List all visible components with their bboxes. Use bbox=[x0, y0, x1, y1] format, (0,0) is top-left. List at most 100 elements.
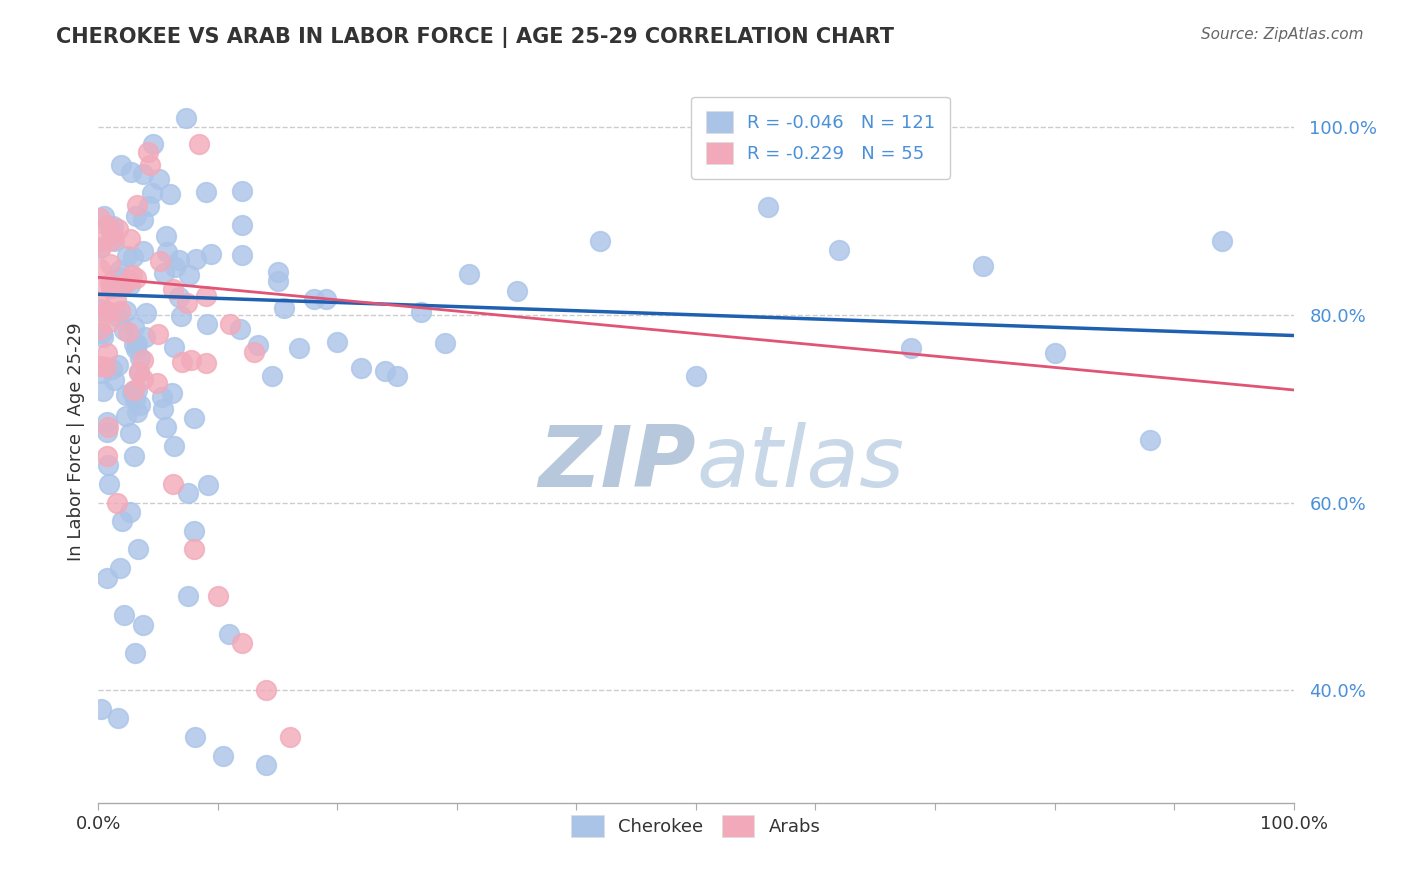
Point bbox=[115, 304, 138, 318]
Point bbox=[98, 277, 121, 291]
Point bbox=[89, 211, 111, 226]
Point bbox=[114, 323, 136, 337]
Point bbox=[108, 561, 131, 575]
Point bbox=[195, 185, 218, 199]
Point bbox=[188, 137, 211, 152]
Point bbox=[162, 282, 184, 296]
Point bbox=[89, 359, 111, 374]
Point bbox=[117, 325, 139, 339]
Point bbox=[100, 281, 122, 295]
Point bbox=[176, 486, 198, 500]
Point bbox=[174, 111, 197, 125]
Point bbox=[273, 301, 295, 315]
Point bbox=[183, 524, 205, 538]
Text: ZIP: ZIP bbox=[538, 422, 696, 505]
Point bbox=[207, 590, 229, 604]
Point bbox=[101, 233, 124, 247]
Point bbox=[96, 449, 118, 463]
Point bbox=[98, 222, 121, 236]
Point bbox=[96, 346, 118, 360]
Point bbox=[159, 186, 181, 201]
Point bbox=[107, 270, 129, 285]
Point bbox=[167, 290, 190, 304]
Point bbox=[108, 304, 131, 318]
Point bbox=[124, 646, 146, 660]
Point bbox=[124, 271, 146, 285]
Point bbox=[101, 362, 124, 376]
Point bbox=[115, 249, 138, 263]
Point bbox=[163, 340, 186, 354]
Point bbox=[107, 711, 129, 725]
Point bbox=[96, 303, 118, 318]
Point bbox=[96, 415, 118, 429]
Point bbox=[266, 274, 288, 288]
Point bbox=[127, 542, 149, 557]
Point bbox=[124, 342, 146, 356]
Point bbox=[135, 306, 157, 320]
Point bbox=[315, 292, 337, 306]
Point bbox=[142, 136, 165, 151]
Point bbox=[120, 505, 142, 519]
Point bbox=[107, 358, 129, 372]
Point bbox=[162, 476, 184, 491]
Point bbox=[254, 683, 277, 698]
Point bbox=[260, 368, 283, 383]
Text: CHEROKEE VS ARAB IN LABOR FORCE | AGE 25-29 CORRELATION CHART: CHEROKEE VS ARAB IN LABOR FORCE | AGE 25… bbox=[56, 27, 894, 48]
Point bbox=[148, 326, 170, 341]
Point bbox=[287, 341, 309, 355]
Point bbox=[96, 571, 118, 585]
Point bbox=[165, 260, 187, 274]
Point bbox=[145, 376, 167, 391]
Point bbox=[120, 232, 142, 246]
Point bbox=[89, 321, 111, 335]
Point bbox=[139, 158, 162, 172]
Point bbox=[231, 219, 253, 233]
Point bbox=[131, 244, 153, 259]
Point bbox=[141, 186, 163, 201]
Point bbox=[105, 292, 128, 306]
Point bbox=[110, 263, 132, 277]
Point bbox=[149, 253, 172, 268]
Point bbox=[197, 478, 219, 492]
Point bbox=[589, 234, 612, 248]
Point bbox=[97, 458, 120, 472]
Point bbox=[107, 221, 129, 235]
Point bbox=[90, 239, 112, 253]
Point bbox=[138, 198, 160, 212]
Point bbox=[194, 356, 217, 370]
Point bbox=[94, 359, 117, 374]
Point bbox=[97, 420, 120, 434]
Point bbox=[184, 252, 207, 267]
Point bbox=[434, 336, 457, 351]
Text: Source: ZipAtlas.com: Source: ZipAtlas.com bbox=[1201, 27, 1364, 42]
Point bbox=[89, 261, 111, 276]
Point bbox=[200, 247, 222, 261]
Point bbox=[506, 284, 529, 298]
Point bbox=[685, 369, 707, 384]
Point bbox=[132, 372, 155, 386]
Point bbox=[170, 309, 193, 323]
Point bbox=[98, 476, 121, 491]
Point bbox=[110, 158, 132, 172]
Point bbox=[100, 227, 122, 241]
Point bbox=[177, 268, 200, 283]
Point bbox=[128, 365, 150, 379]
Point bbox=[90, 702, 112, 716]
Point bbox=[177, 590, 200, 604]
Point bbox=[103, 373, 125, 387]
Point bbox=[131, 617, 153, 632]
Point bbox=[169, 252, 191, 267]
Point bbox=[89, 279, 111, 293]
Point bbox=[134, 330, 156, 344]
Point bbox=[89, 298, 111, 312]
Point bbox=[756, 200, 779, 214]
Point bbox=[152, 390, 174, 404]
Point bbox=[115, 276, 138, 290]
Point bbox=[828, 243, 851, 257]
Point bbox=[96, 218, 118, 232]
Point bbox=[183, 542, 205, 557]
Point bbox=[132, 352, 155, 367]
Point bbox=[120, 425, 142, 440]
Point bbox=[218, 627, 240, 641]
Point bbox=[172, 355, 194, 369]
